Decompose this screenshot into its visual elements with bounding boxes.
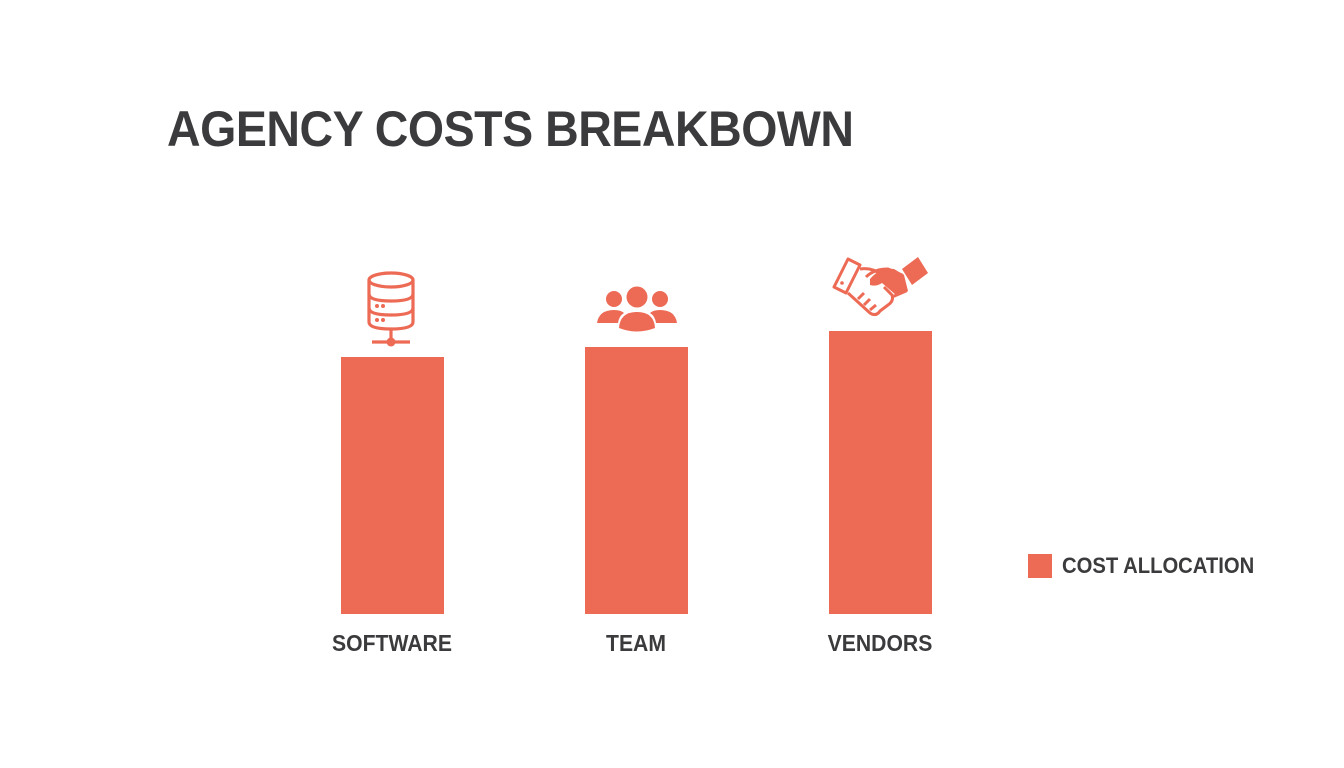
server-database-icon	[367, 271, 415, 347]
legend-label: COST ALLOCATION	[1062, 553, 1255, 578]
legend: COST ALLOCATION	[1028, 553, 1271, 579]
x-label-vendors: VENDORS	[827, 630, 933, 656]
handshake-icon	[832, 257, 928, 317]
team-people-icon	[597, 286, 677, 332]
bar-team	[585, 347, 688, 614]
bar-software	[341, 357, 444, 614]
legend-swatch	[1028, 554, 1052, 578]
chart-title: AGENCY COSTS BREAKBOWN	[167, 101, 854, 157]
x-label-team: TEAM	[606, 630, 666, 656]
x-label-software: SOFTWARE	[332, 630, 452, 656]
bar-vendors	[829, 331, 932, 614]
